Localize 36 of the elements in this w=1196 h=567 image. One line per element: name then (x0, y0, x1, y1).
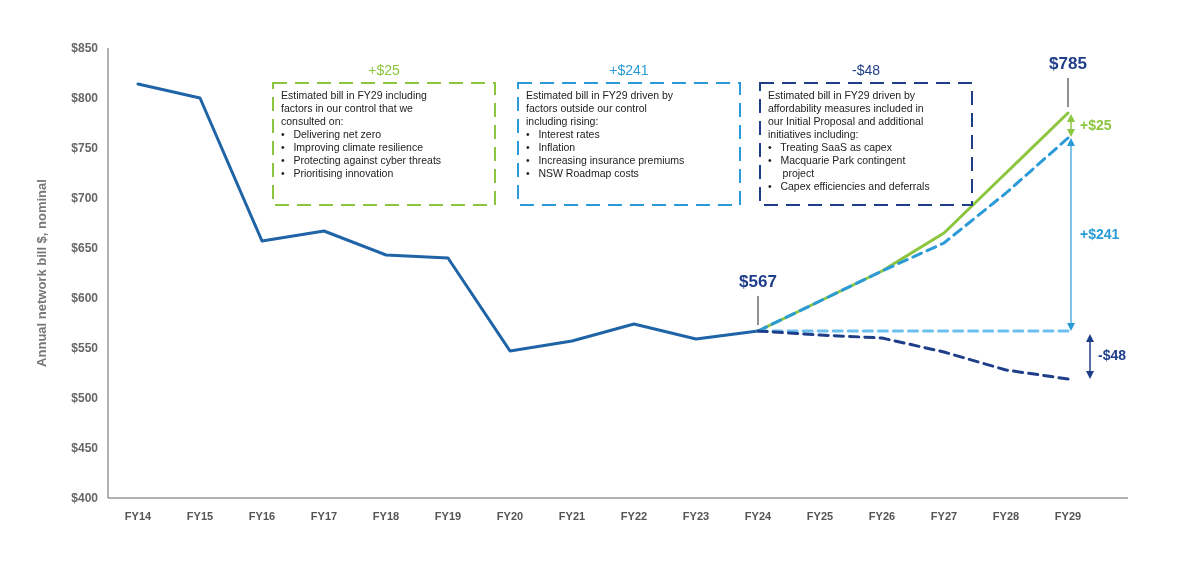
y-tick-label: $400 (71, 491, 99, 506)
x-tick-label: FY23 (682, 510, 710, 522)
y-tick-label: $500 (71, 391, 99, 406)
x-tick-label: FY27 (930, 510, 958, 522)
y-tick-label: $700 (71, 191, 99, 206)
y-tick-label: $550 (71, 341, 99, 356)
y-tick-label: $450 (71, 441, 99, 456)
y-tick-label: $750 (71, 141, 99, 156)
y-axis-title: Annual network bill $, nominal (34, 179, 49, 367)
annotation: $785 (1049, 54, 1087, 73)
annotation: +$25 (1080, 117, 1112, 134)
annotation: +$241 Estimated bill in FY29 driven by factors outside our control including rising: • Interest rates • Inflation • Increasing insurance premiums • NSW Roadmap costs (526, 62, 685, 179)
annotation: -$48 (1098, 346, 1127, 363)
x-tick-label: FY26 (868, 510, 896, 522)
x-tick-label: FY15 (186, 510, 214, 522)
annotation: +$25 Estimated bill in FY29 including factors in our control that we consulted on: • Delivering net zero • Improving climate resilience • Protecting against cyber threats • Prioritising innovation (281, 62, 442, 179)
x-tick-label: FY20 (496, 510, 524, 522)
x-tick-label: FY14 (124, 510, 153, 522)
x-tick-label: FY16 (248, 510, 276, 522)
x-tick-label: FY28 (992, 510, 1020, 522)
x-tick-label: FY21 (558, 510, 586, 522)
x-tick-label: FY24 (744, 510, 773, 522)
y-tick-label: $850 (71, 41, 99, 56)
x-tick-label: FY29 (1054, 510, 1082, 522)
x-tick-label: FY25 (806, 510, 834, 522)
x-tick-label: FY18 (372, 510, 400, 522)
annotation: $567 (739, 272, 777, 291)
text: -$48 Estimated bill in FY29 driven by affordability measures included in our Initial Proposal and additional initiatives including: • Treating SaaS as capex • Macquarie Park contingent project • Capex efficiencies and deferrals (768, 62, 930, 192)
x-tick-label: FY19 (434, 510, 462, 522)
line-series (756, 329, 1070, 381)
x-tick-label: FY22 (620, 510, 648, 522)
y-tick-label: $600 (71, 291, 99, 306)
y-tick-label: $650 (71, 241, 99, 256)
y-tick-label: $800 (71, 91, 99, 106)
x-tick-label: FY17 (310, 510, 338, 522)
annotation: +$241 (1080, 226, 1120, 243)
